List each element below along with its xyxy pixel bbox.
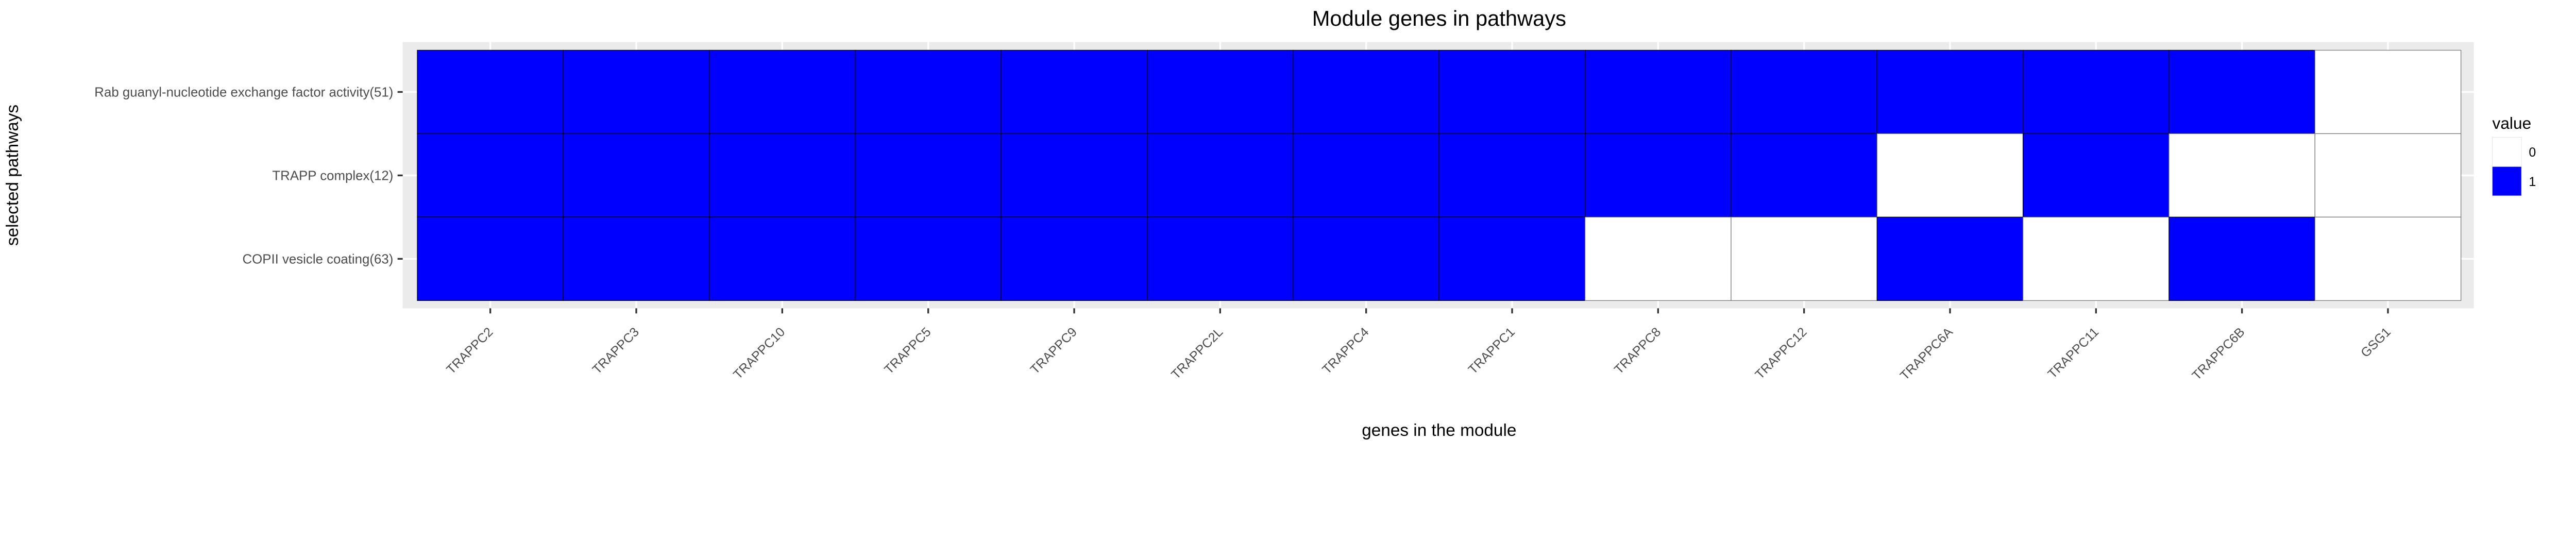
heatmap-tile (1293, 49, 1439, 134)
heatmap-tile (2023, 216, 2170, 301)
x-tick-label: TRAPPC6A (1897, 325, 1956, 383)
x-tick-label: TRAPPC6B (2189, 325, 2247, 383)
heatmap-tile (1293, 133, 1439, 218)
legend-label: 1 (2529, 175, 2536, 189)
x-axis-title: genes in the module (1362, 421, 1516, 440)
heatmap-tile (417, 216, 564, 301)
heatmap-tile (417, 49, 564, 134)
heatmap-tile (1147, 133, 1294, 218)
heatmap-tile (1585, 216, 1732, 301)
heatmap-tile (1293, 216, 1439, 301)
y-axis-title: selected pathways (3, 105, 22, 246)
heatmap-tile (1001, 49, 1148, 134)
x-tick-label: TRAPPC8 (1612, 325, 1664, 377)
y-tick-label: Rab guanyl-nucleotide exchange factor ac… (94, 86, 393, 100)
heatmap-tile (563, 133, 710, 218)
legend-key (2492, 166, 2522, 196)
heatmap-tile (1731, 216, 1877, 301)
x-tick-label: TRAPPC4 (1319, 325, 1371, 377)
x-tick-label: TRAPPC9 (1028, 325, 1080, 377)
heatmap-chart: Module genes in pathways TRAPPC2 TRAPPC3 T… (3, 6, 2536, 440)
heatmap-tile (1147, 216, 1294, 301)
heatmap-tile (1438, 133, 1586, 218)
heatmap-tile (1585, 49, 1732, 134)
x-tick-label: TRAPPC5 (882, 325, 934, 377)
heatmap-tile (2314, 216, 2462, 301)
heatmap-tile (2023, 133, 2170, 218)
heatmap-tile (2314, 49, 2462, 134)
heatmap-tile (2168, 133, 2315, 218)
legend-title: value (2493, 114, 2532, 132)
heatmap-tile (855, 133, 1002, 218)
tiles (417, 49, 2462, 301)
x-tick-label: GSG1 (2358, 325, 2394, 360)
legend-key (2492, 137, 2522, 167)
heatmap-tile (2168, 216, 2315, 301)
heatmap-tile (1438, 49, 1586, 134)
heatmap-tile (563, 216, 710, 301)
x-tick-label: TRAPPC10 (731, 325, 788, 382)
x-axis: TRAPPC2 TRAPPC3 TRAPPC10 TRAPPC5 TRAPPC9 TRAP… (444, 308, 2394, 383)
x-tick-label: TRAPPC3 (590, 325, 642, 377)
x-tick-label: TRAPPC1 (1466, 325, 1518, 377)
heatmap-tile (709, 49, 856, 134)
heatmap-tile (417, 133, 564, 218)
heatmap-tile (1001, 216, 1148, 301)
heatmap-tile (1876, 216, 2024, 301)
heatmap-tile (709, 133, 856, 218)
x-tick-label: TRAPPC12 (1752, 325, 1809, 382)
x-tick-label: TRAPPC11 (2045, 325, 2102, 381)
heatmap-tile (1731, 49, 1877, 134)
heatmap-tile (855, 216, 1002, 301)
heatmap-tile (2023, 49, 2170, 134)
legend: value 0 1 (2492, 114, 2536, 196)
heatmap-tile (1876, 49, 2024, 134)
heatmap-tile (1001, 133, 1148, 218)
x-tick-label: TRAPPC2 (444, 325, 496, 377)
heatmap-tile (2314, 133, 2462, 218)
y-tick-label: COPII vesicle coating(63) (242, 252, 393, 267)
heatmap-tile (1876, 133, 2024, 218)
heatmap-tile (563, 49, 710, 134)
heatmap-tile (2168, 49, 2315, 134)
legend-label: 0 (2529, 145, 2536, 160)
chart-title: Module genes in pathways (1312, 6, 1566, 30)
heatmap-tile (1731, 133, 1877, 218)
heatmap-tile (1438, 216, 1586, 301)
y-axis: Rab guanyl-nucleotide exchange factor ac… (94, 86, 403, 267)
heatmap-tile (709, 216, 856, 301)
heatmap-tile (1147, 49, 1294, 134)
x-tick-label: TRAPPC2L (1168, 325, 1226, 382)
y-tick-label: TRAPP complex(12) (272, 169, 393, 183)
heatmap-tile (1585, 133, 1732, 218)
heatmap-tile (855, 49, 1002, 134)
